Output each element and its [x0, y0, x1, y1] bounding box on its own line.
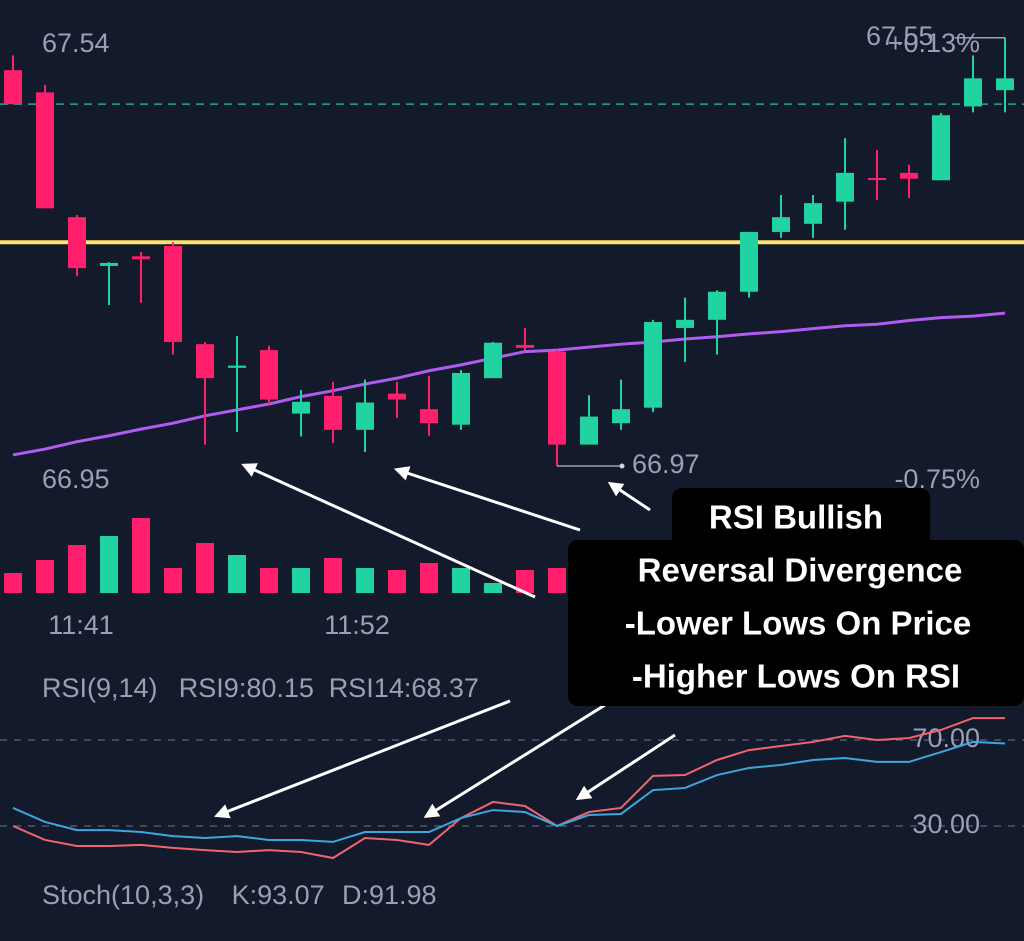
- volume-bar: [164, 568, 182, 593]
- candle-body: [484, 342, 502, 379]
- rsi-line: [12, 717, 1006, 860]
- candle-body: [516, 344, 534, 348]
- candle-body: [708, 291, 726, 320]
- candle-body: [132, 256, 150, 260]
- annotation-box: [568, 540, 1024, 706]
- candle-body: [804, 203, 822, 224]
- indicator-title: Stoch(10,3,3): [42, 880, 204, 910]
- annotation-layer: RSI Bullish Reversal Divergence -Lower L…: [214, 463, 1024, 819]
- candle-body: [388, 393, 406, 400]
- candle-body: [196, 344, 214, 379]
- y-tick-label: 30.00: [912, 809, 980, 839]
- candle-body: [420, 409, 438, 424]
- volume-bar: [100, 536, 118, 593]
- arrow: [423, 703, 606, 818]
- arrow: [607, 481, 651, 512]
- volume-bar: [228, 555, 246, 593]
- candle-body: [644, 322, 662, 408]
- candle-body: [580, 416, 598, 445]
- candle-body: [228, 365, 246, 368]
- candle-body: [36, 92, 54, 209]
- percent-label: +0.13%: [888, 28, 980, 58]
- candle-body: [292, 401, 310, 414]
- candle-body: [260, 350, 278, 400]
- annotation-text: -Higher Lows On RSI: [632, 658, 960, 695]
- volume-bar: [68, 545, 86, 593]
- volume-bar: [356, 568, 374, 593]
- volume-bar: [260, 568, 278, 593]
- volume-bar: [452, 568, 470, 593]
- volume-bar: [132, 518, 150, 593]
- low-label: 66.97: [632, 449, 700, 479]
- candle-body: [868, 178, 886, 181]
- x-tick-label: 11:52: [324, 610, 390, 640]
- volume-bar: [388, 570, 406, 593]
- x-tick-label: 11:41: [48, 610, 114, 640]
- legend-entry: K:93.07: [232, 880, 325, 910]
- candle-body: [452, 372, 470, 425]
- moving-average: [12, 311, 1006, 457]
- legend-entry: D:91.98: [342, 880, 437, 910]
- candle-body: [100, 262, 118, 266]
- annotation-text: -Lower Lows On Price: [625, 605, 972, 642]
- candle-body: [676, 319, 694, 328]
- volume-bar: [324, 558, 342, 593]
- volume-bar: [516, 570, 534, 593]
- y-tick-label: 67.54: [42, 28, 110, 58]
- candle-body: [4, 70, 22, 105]
- high-label: 67.55: [866, 21, 934, 51]
- candle-body: [996, 78, 1014, 91]
- legend-entry: RSI14:68.37: [329, 673, 479, 703]
- candle-body: [68, 217, 86, 269]
- candle-body: [164, 245, 182, 342]
- candle-body: [836, 172, 854, 202]
- arrow: [214, 699, 511, 819]
- candle-body: [964, 78, 982, 107]
- arrow: [393, 466, 581, 532]
- candle-body: [356, 402, 374, 430]
- candle-body: [900, 172, 918, 179]
- low-marker-dot: [619, 463, 625, 469]
- rsi-line: [12, 740, 1006, 843]
- arrow: [575, 733, 676, 801]
- y-tick-label: 66.95: [42, 464, 110, 494]
- volume-bar: [292, 568, 310, 593]
- annotation-box: [672, 488, 930, 550]
- candle-body: [324, 395, 342, 430]
- candle-body: [932, 115, 950, 181]
- candle-body: [772, 217, 790, 232]
- volume-bar: [4, 573, 22, 593]
- candle-body: [548, 351, 566, 445]
- annotation-text: Reversal Divergence: [638, 552, 963, 589]
- legend-entry: RSI9:80.15: [179, 673, 314, 703]
- candle-body: [612, 409, 630, 424]
- indicator-title: RSI(9,14): [42, 673, 158, 703]
- volume-bar: [196, 543, 214, 593]
- arrow: [241, 463, 536, 599]
- volume-bar: [484, 583, 502, 593]
- volume-bar: [36, 560, 54, 593]
- volume-bar: [420, 563, 438, 593]
- candle-body: [740, 231, 758, 292]
- volume-bar: [548, 568, 566, 593]
- annotation-text: RSI Bullish: [709, 499, 883, 536]
